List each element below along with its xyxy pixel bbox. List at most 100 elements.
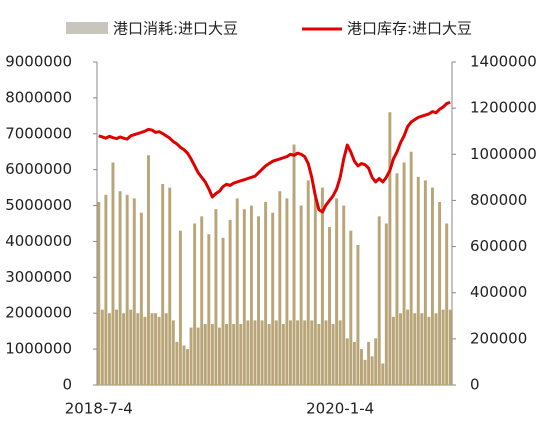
bar bbox=[335, 198, 339, 385]
bar bbox=[161, 184, 165, 385]
bar bbox=[448, 309, 452, 385]
y-tick-label: 2000000 bbox=[5, 304, 72, 322]
bar bbox=[264, 201, 268, 385]
bar bbox=[352, 341, 356, 385]
bar bbox=[221, 237, 225, 385]
bar bbox=[388, 112, 392, 385]
bar bbox=[147, 155, 150, 385]
bar bbox=[409, 151, 413, 385]
bar bbox=[363, 359, 367, 385]
y2-tick-label: 200000 bbox=[470, 329, 527, 347]
bar bbox=[171, 320, 175, 385]
bar bbox=[281, 323, 285, 385]
y-tick-label: 4000000 bbox=[5, 232, 72, 250]
bar bbox=[225, 323, 229, 385]
bar bbox=[203, 323, 207, 385]
bar bbox=[328, 227, 331, 385]
y-tick-label: 7000000 bbox=[5, 124, 72, 142]
bar bbox=[303, 320, 307, 385]
bar bbox=[384, 223, 388, 385]
bar bbox=[143, 316, 147, 385]
bar bbox=[154, 313, 158, 385]
y-tick-label: 3000000 bbox=[5, 268, 72, 286]
bar bbox=[399, 313, 402, 385]
bar bbox=[164, 313, 168, 385]
bar bbox=[150, 313, 154, 385]
bar bbox=[406, 309, 410, 385]
legend-swatch bbox=[66, 22, 108, 34]
bar bbox=[367, 341, 371, 385]
bar bbox=[232, 323, 236, 385]
bar bbox=[104, 194, 108, 385]
bar bbox=[292, 144, 296, 385]
bar bbox=[168, 187, 172, 385]
bar bbox=[274, 320, 278, 385]
bar bbox=[97, 201, 101, 385]
y-tick-label: 1000000 bbox=[5, 340, 72, 358]
bar bbox=[253, 320, 257, 385]
bar bbox=[260, 320, 264, 385]
bar bbox=[377, 216, 381, 385]
bar bbox=[186, 349, 189, 385]
bar bbox=[242, 209, 246, 385]
x-tick-label: 2020-1-4 bbox=[306, 400, 374, 418]
legend-label: 港口库存:进口大豆 bbox=[347, 20, 472, 38]
y-tick-label: 6000000 bbox=[5, 160, 72, 178]
bar bbox=[395, 173, 399, 385]
y2-tick-label: 800000 bbox=[470, 191, 527, 209]
bar bbox=[381, 363, 385, 385]
bar bbox=[189, 327, 193, 385]
bar bbox=[125, 194, 129, 385]
bar bbox=[257, 216, 260, 385]
bar bbox=[306, 180, 310, 385]
bar bbox=[182, 345, 186, 385]
bar bbox=[402, 162, 406, 385]
bar bbox=[178, 230, 182, 385]
legend-label: 港口消耗:进口大豆 bbox=[113, 20, 238, 38]
bar bbox=[267, 323, 271, 385]
bar bbox=[271, 212, 275, 385]
bar bbox=[317, 323, 321, 385]
bar bbox=[299, 205, 303, 385]
bar bbox=[193, 223, 197, 385]
bar bbox=[118, 191, 122, 385]
bar bbox=[196, 327, 200, 385]
bar bbox=[115, 309, 118, 385]
bar bbox=[374, 338, 378, 385]
bar bbox=[420, 313, 424, 385]
y2-tick-label: 400000 bbox=[470, 283, 527, 301]
y-tick-label: 5000000 bbox=[5, 196, 72, 214]
y2-tick-label: 1400000 bbox=[470, 53, 537, 71]
y2-tick-label: 1000000 bbox=[470, 145, 537, 163]
bar bbox=[310, 320, 314, 385]
bar bbox=[416, 176, 420, 385]
bar bbox=[338, 320, 342, 385]
bar bbox=[246, 320, 250, 385]
bar bbox=[235, 198, 239, 385]
bar bbox=[356, 245, 360, 385]
bar bbox=[111, 162, 115, 385]
bar bbox=[370, 356, 374, 385]
bar bbox=[210, 323, 214, 385]
y2-tick-label: 600000 bbox=[470, 237, 527, 255]
bar bbox=[278, 191, 282, 385]
bar bbox=[285, 198, 289, 385]
bar bbox=[431, 187, 434, 385]
bar bbox=[139, 212, 143, 385]
bar bbox=[345, 338, 349, 385]
bar bbox=[239, 323, 243, 385]
bar bbox=[129, 309, 133, 385]
bar bbox=[289, 320, 292, 385]
bar bbox=[427, 316, 431, 385]
bar bbox=[107, 313, 111, 385]
bar bbox=[331, 323, 335, 385]
bar bbox=[249, 205, 253, 385]
bar bbox=[360, 349, 363, 385]
bar bbox=[175, 341, 179, 385]
bar bbox=[313, 198, 317, 385]
bar bbox=[391, 316, 395, 385]
bar bbox=[157, 316, 161, 385]
bar bbox=[434, 313, 438, 385]
bar bbox=[349, 230, 353, 385]
bar bbox=[200, 216, 204, 385]
